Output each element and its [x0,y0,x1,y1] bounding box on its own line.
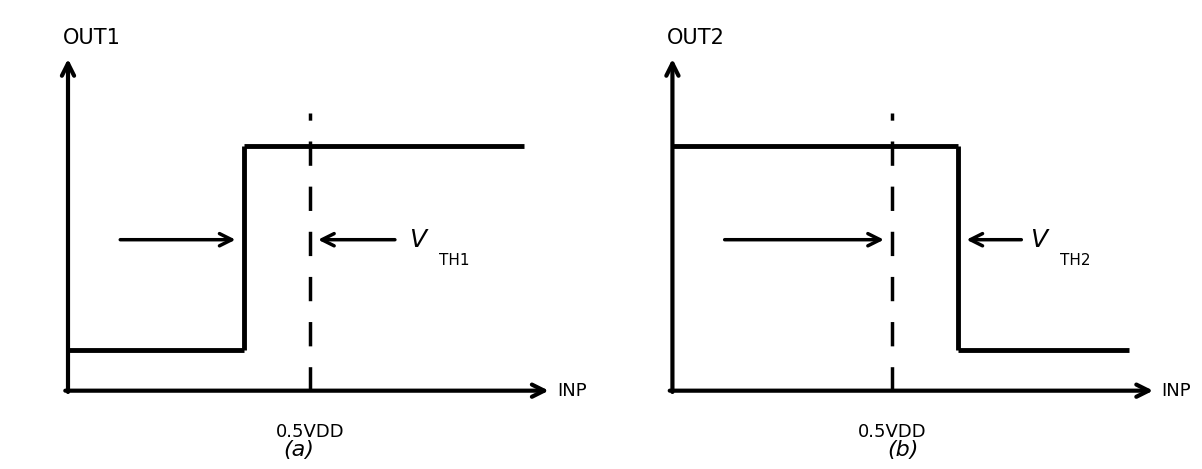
Text: (a): (a) [284,439,314,460]
Text: INP: INP [1161,382,1191,400]
Text: OUT1: OUT1 [63,28,120,48]
Text: (b): (b) [887,439,918,460]
Text: 0.5VDD: 0.5VDD [275,424,344,441]
Text: V: V [409,228,426,252]
Text: OUT2: OUT2 [667,28,725,48]
Text: INP: INP [557,382,587,400]
Text: TH2: TH2 [1060,253,1090,268]
Text: 0.5VDD: 0.5VDD [858,424,927,441]
Text: TH1: TH1 [439,253,470,268]
Text: V: V [1030,228,1047,252]
